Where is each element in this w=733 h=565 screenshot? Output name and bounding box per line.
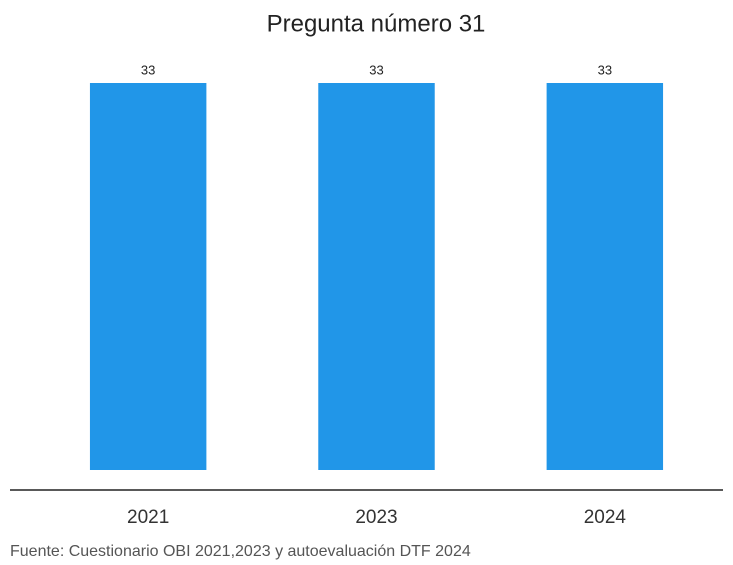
caption: Fuente: Cuestionario OBI 2021,2023 y aut… [10,543,471,560]
bar [318,83,435,470]
chart-title: Pregunta número 31 [267,10,486,37]
x-tick-label: 2021 [127,507,169,528]
x-tick-label: 2024 [584,507,627,528]
bar [546,83,664,470]
bar [89,83,207,470]
value-label: 33 [369,62,383,77]
value-label: 33 [141,62,155,77]
value-label: 33 [598,62,612,77]
x-tick-label: 2023 [355,507,397,528]
